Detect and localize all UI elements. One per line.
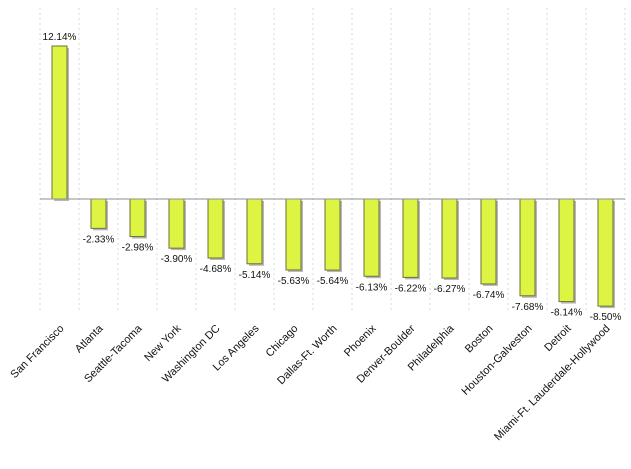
data-label: -7.68% [512, 302, 544, 313]
category-label: Houston-Galveston [460, 323, 535, 398]
category-label: Detroit [542, 323, 573, 354]
bar [597, 198, 614, 307]
bar [441, 198, 458, 279]
bar [363, 198, 380, 277]
bar [129, 198, 146, 238]
data-label: -2.33% [83, 234, 115, 245]
bar [519, 198, 536, 297]
data-label: -3.90% [161, 254, 193, 265]
bar [246, 198, 263, 265]
category-label: Chicago [264, 323, 301, 360]
bar [480, 198, 497, 285]
data-label: -5.64% [317, 276, 349, 287]
data-label: -8.14% [551, 308, 583, 319]
data-labels: 12.14% -2.33% -2.98% -3.90% -4.68% -5.14% -5.6… [43, 32, 622, 323]
bar [324, 198, 341, 271]
bar [51, 45, 68, 200]
category-label: Boston [463, 323, 496, 356]
bar-series [51, 45, 615, 309]
bar [168, 198, 185, 249]
data-label: -5.63% [278, 276, 310, 287]
data-label: -6.22% [395, 283, 427, 294]
category-label: Atlanta [73, 322, 106, 355]
data-label: -2.98% [122, 243, 154, 254]
data-label: -4.68% [200, 264, 232, 275]
bar [90, 198, 107, 229]
bar [558, 198, 575, 303]
data-label: 12.14% [43, 32, 77, 43]
data-label: -8.50% [590, 312, 622, 323]
bar [285, 198, 302, 271]
grid-lines [39, 8, 626, 312]
data-label: -5.14% [239, 270, 271, 281]
data-label: -6.74% [473, 290, 505, 301]
category-label: Phoenix [342, 322, 379, 359]
bar [402, 198, 419, 278]
data-label: -6.27% [434, 284, 466, 295]
category-label: San Francisco [8, 323, 66, 381]
bar [207, 198, 224, 259]
data-label: -6.13% [356, 282, 388, 293]
